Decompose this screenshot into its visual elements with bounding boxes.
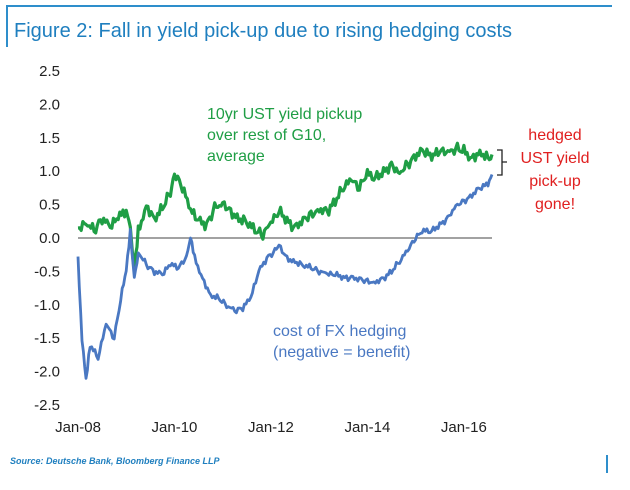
blue-series-label: (negative = benefit) xyxy=(273,344,410,361)
y-tick-label: -1.0 xyxy=(34,297,60,314)
y-axis-ticks: 2.5 2.0 1.5 1.0 0.5 0.0 -0.5 -1.0 -1.5 -2.0 -2.5 xyxy=(34,63,60,414)
annotation-bracket xyxy=(497,149,507,176)
x-axis-ticks: Jan-08 Jan-10 Jan-12 Jan-14 Jan-16 xyxy=(55,419,487,436)
green-series-label: over rest of G10, xyxy=(207,127,326,144)
y-tick-label: -0.5 xyxy=(34,263,60,280)
line-chart: 2.5 2.0 1.5 1.0 0.5 0.0 -0.5 -1.0 -1.5 -2.0 -2.5 J… xyxy=(34,63,590,436)
hedged-annotation-label: gone! xyxy=(535,196,575,213)
y-tick-label: 1.5 xyxy=(39,130,60,147)
frame-bottom-right-border xyxy=(606,455,608,473)
y-tick-label: 2.5 xyxy=(39,63,60,80)
annotations: hedged UST yield pick-up gone! xyxy=(497,127,590,213)
series-labels: 10yr UST yield pickup over rest of G10, av… xyxy=(207,106,410,361)
series-lines xyxy=(76,141,494,380)
y-tick-label: 0.5 xyxy=(39,197,60,214)
x-tick-label: Jan-12 xyxy=(248,419,294,436)
figure-title: Figure 2: Fall in yield pick-up due to r… xyxy=(14,20,513,42)
frame-top-border xyxy=(6,5,612,7)
y-tick-label: -2.0 xyxy=(34,364,60,381)
blue-series-label: cost of FX hedging xyxy=(273,323,406,340)
hedged-annotation-label: hedged xyxy=(528,127,581,144)
x-tick-label: Jan-10 xyxy=(152,419,198,436)
x-tick-label: Jan-16 xyxy=(441,419,487,436)
green-series-label: average xyxy=(207,148,265,165)
y-tick-label: 0.0 xyxy=(39,230,60,247)
x-tick-label: Jan-14 xyxy=(344,419,390,436)
y-tick-label: -1.5 xyxy=(34,330,60,347)
blue-series-line xyxy=(76,173,494,380)
hedged-annotation-label: pick-up xyxy=(529,173,581,190)
y-tick-label: -2.5 xyxy=(34,397,60,414)
y-tick-label: 1.0 xyxy=(39,163,60,180)
source-note: Source: Deutsche Bank, Bloomberg Finance… xyxy=(10,456,220,466)
green-series-line xyxy=(77,141,494,273)
x-tick-label: Jan-08 xyxy=(55,419,101,436)
green-series-label: 10yr UST yield pickup xyxy=(207,106,362,123)
frame-left-border xyxy=(6,5,8,47)
y-tick-label: 2.0 xyxy=(39,96,60,113)
hedged-annotation-label: UST yield xyxy=(520,150,589,167)
